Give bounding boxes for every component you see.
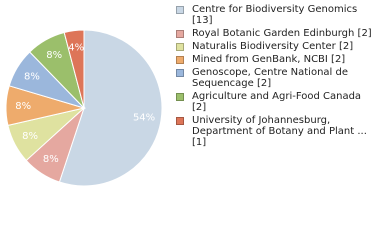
legend-label: Royal Botanic Garden Edinburgh [2] bbox=[192, 28, 372, 39]
slice-label: 8% bbox=[46, 50, 62, 61]
legend-swatch bbox=[176, 117, 184, 125]
slice-label: 8% bbox=[15, 101, 31, 112]
legend-label: Agriculture and Agri-Food Canada [2] bbox=[192, 91, 362, 113]
legend-label: University of Johannesburg, Department o… bbox=[192, 115, 367, 148]
legend-label: Mined from GenBank, NCBI [2] bbox=[192, 54, 346, 65]
slice-label: 8% bbox=[22, 131, 38, 142]
pie-slice bbox=[63, 29, 85, 109]
legend-item: Centre for Biodiversity Genomics [13] bbox=[174, 4, 374, 26]
legend-item: Royal Botanic Garden Edinburgh [2] bbox=[174, 28, 374, 39]
legend-label: Naturalis Biodiversity Center [2] bbox=[192, 41, 354, 52]
slice-label: 8% bbox=[24, 71, 40, 82]
legend-swatch bbox=[176, 43, 184, 51]
slice-label: 8% bbox=[43, 154, 59, 165]
legend: Centre for Biodiversity Genomics [13] Roy… bbox=[174, 4, 374, 150]
slice-label: 4% bbox=[68, 43, 84, 54]
pie-slice bbox=[58, 29, 163, 187]
legend-swatch bbox=[176, 30, 184, 38]
legend-label: Genoscope, Centre National de Sequencage… bbox=[192, 67, 349, 89]
legend-label: Centre for Biodiversity Genomics [13] bbox=[192, 4, 358, 26]
legend-swatch bbox=[176, 56, 184, 64]
legend-item: Genoscope, Centre National de Sequencage… bbox=[174, 67, 374, 89]
legend-item: University of Johannesburg, Department o… bbox=[174, 115, 374, 148]
legend-item: Naturalis Biodiversity Center [2] bbox=[174, 41, 374, 52]
legend-item: Mined from GenBank, NCBI [2] bbox=[174, 54, 374, 65]
legend-swatch bbox=[176, 69, 184, 77]
legend-item: Agriculture and Agri-Food Canada [2] bbox=[174, 91, 374, 113]
legend-swatch bbox=[176, 93, 184, 101]
slice-label: 54% bbox=[133, 113, 155, 124]
legend-swatch bbox=[176, 6, 184, 14]
pie: 54% 8% 8% 8% 8% 8% 4% bbox=[5, 29, 163, 187]
